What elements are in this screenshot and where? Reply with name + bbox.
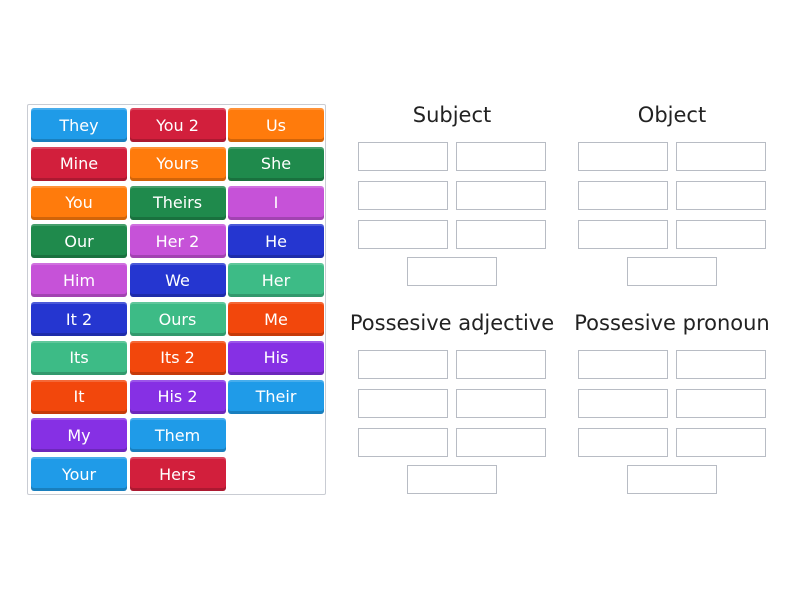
drop-slot[interactable] <box>358 350 448 379</box>
drop-slot[interactable] <box>578 142 668 171</box>
drop-slot[interactable] <box>456 428 546 457</box>
drop-slot[interactable] <box>627 257 717 286</box>
word-tile[interactable]: He <box>228 224 324 259</box>
word-tile[interactable]: Her <box>228 263 324 298</box>
drop-slot[interactable] <box>358 428 448 457</box>
drop-slot[interactable] <box>676 389 766 418</box>
word-pool: They You 2 Us Mine Yours She You Theirs I Our Her … <box>27 104 326 495</box>
word-tile[interactable]: Our <box>31 224 127 259</box>
word-tile[interactable]: Your <box>31 457 127 492</box>
word-tile[interactable]: Its <box>31 340 127 375</box>
drop-slot[interactable] <box>407 465 497 494</box>
drop-slot[interactable] <box>456 181 546 210</box>
word-tile[interactable]: We <box>129 263 226 298</box>
word-tile[interactable]: Him <box>31 263 127 298</box>
word-tile[interactable]: Ours <box>129 302 226 336</box>
word-tile[interactable]: Their <box>228 379 324 414</box>
drop-slot[interactable] <box>578 220 668 249</box>
word-tile[interactable]: My <box>31 418 127 453</box>
drop-slot[interactable] <box>456 350 546 379</box>
drop-slot[interactable] <box>456 142 546 171</box>
drop-slot[interactable] <box>358 181 448 210</box>
word-tile[interactable]: Me <box>228 302 324 336</box>
group-title: Possesive pronoun <box>574 311 770 335</box>
drop-slot[interactable] <box>676 428 766 457</box>
drop-slot[interactable] <box>578 350 668 379</box>
drop-slot[interactable] <box>456 389 546 418</box>
word-tile[interactable]: Yours <box>129 146 226 181</box>
word-tile[interactable]: She <box>228 146 324 181</box>
group-title: Subject <box>412 103 492 127</box>
drop-slot[interactable] <box>676 350 766 379</box>
word-tile[interactable]: Hers <box>129 457 226 492</box>
word-tile[interactable]: Her 2 <box>129 224 226 259</box>
drop-slot[interactable] <box>676 142 766 171</box>
drop-slot[interactable] <box>627 465 717 494</box>
word-tile[interactable]: Its 2 <box>129 340 226 375</box>
word-tile[interactable]: His 2 <box>129 379 226 414</box>
drop-slot[interactable] <box>407 257 497 286</box>
drop-slot[interactable] <box>578 181 668 210</box>
group-title: Possesive adjective <box>349 311 555 335</box>
word-tile[interactable]: Us <box>228 108 324 142</box>
drop-slot[interactable] <box>676 181 766 210</box>
drop-slot[interactable] <box>358 389 448 418</box>
word-tile[interactable]: It <box>31 379 127 414</box>
word-tile[interactable]: His <box>228 340 324 375</box>
drop-slot[interactable] <box>578 428 668 457</box>
word-tile[interactable]: It 2 <box>31 302 127 336</box>
drop-slot[interactable] <box>358 142 448 171</box>
drop-slot[interactable] <box>456 220 546 249</box>
word-tile[interactable]: Them <box>129 418 226 453</box>
drop-slot[interactable] <box>676 220 766 249</box>
word-tile[interactable]: Theirs <box>129 185 226 220</box>
word-tile[interactable]: You <box>31 185 127 220</box>
drop-slot[interactable] <box>358 220 448 249</box>
drop-slot[interactable] <box>578 389 668 418</box>
group-title: Object <box>637 103 707 127</box>
word-tile[interactable]: They <box>31 108 127 142</box>
word-tile[interactable]: I <box>228 185 324 220</box>
word-tile[interactable]: You 2 <box>129 108 226 142</box>
word-tile[interactable]: Mine <box>31 146 127 181</box>
